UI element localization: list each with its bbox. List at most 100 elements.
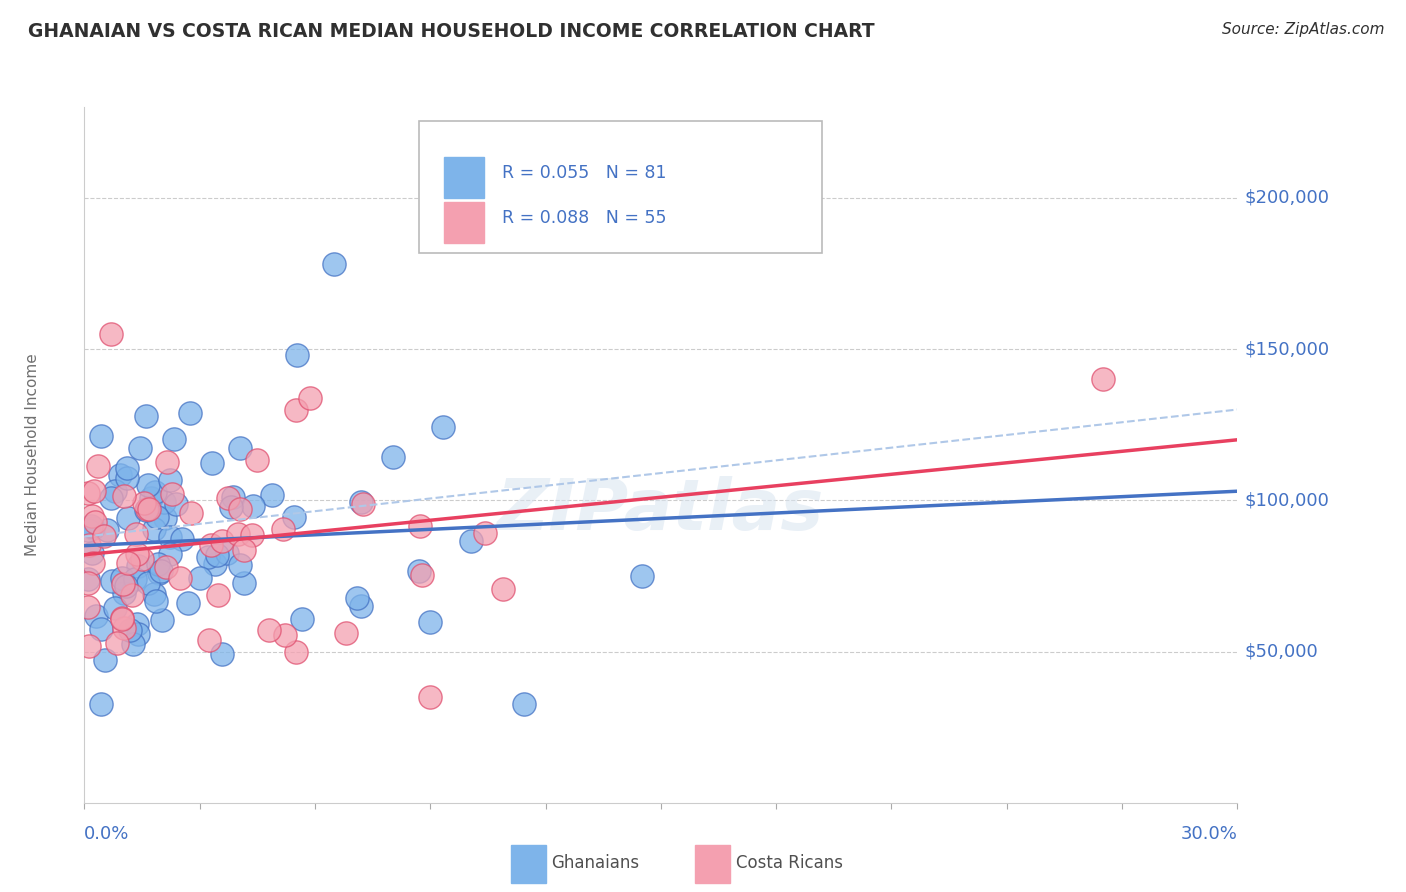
Bar <box>696 845 730 883</box>
Text: Ghanaians: Ghanaians <box>551 855 640 872</box>
Point <box>205 548 228 562</box>
Text: Source: ZipAtlas.com: Source: ZipAtlas.com <box>1222 22 1385 37</box>
Point <box>284 402 307 417</box>
Point <box>79 518 101 533</box>
Point <box>226 527 249 541</box>
Point <box>115 470 138 484</box>
Point <box>204 558 226 572</box>
Point <box>112 586 135 600</box>
Text: Median Household Income: Median Household Income <box>25 353 39 557</box>
Point <box>84 515 107 529</box>
Point <box>77 523 100 537</box>
Point <box>118 623 141 637</box>
Point <box>153 494 176 508</box>
Point <box>245 452 267 467</box>
Point <box>82 556 104 570</box>
Point <box>107 636 129 650</box>
Point <box>111 577 134 591</box>
Point <box>112 621 135 635</box>
Point <box>127 548 149 562</box>
Point <box>346 591 368 605</box>
Point <box>419 615 441 629</box>
Point <box>291 612 314 626</box>
Bar <box>510 845 546 883</box>
Point <box>169 571 191 585</box>
Point <box>122 637 145 651</box>
Point <box>240 528 263 542</box>
Point <box>136 478 159 492</box>
Point <box>77 576 100 591</box>
Point <box>630 569 652 583</box>
Point <box>121 588 143 602</box>
Point <box>139 491 162 505</box>
Point <box>460 533 482 548</box>
Point <box>110 467 132 482</box>
Point <box>179 406 201 420</box>
Point <box>411 567 433 582</box>
Point <box>180 506 202 520</box>
Point <box>229 441 252 455</box>
Point <box>283 510 305 524</box>
Point <box>104 601 127 615</box>
Point <box>77 639 100 653</box>
Point <box>111 611 134 625</box>
Point <box>156 455 179 469</box>
Point <box>1091 372 1114 386</box>
Text: ZIPatlas: ZIPatlas <box>498 476 824 545</box>
Point <box>142 587 165 601</box>
Point <box>96 523 118 537</box>
Point <box>165 497 187 511</box>
Point <box>159 531 181 545</box>
Point <box>419 690 441 704</box>
Point <box>143 485 166 500</box>
Point <box>77 486 100 500</box>
Point <box>136 501 159 516</box>
Point <box>159 473 181 487</box>
Point <box>233 542 256 557</box>
Point <box>211 534 233 549</box>
Point <box>135 409 157 423</box>
Point <box>94 652 117 666</box>
Point <box>101 574 124 588</box>
Text: $150,000: $150,000 <box>1244 340 1330 358</box>
Point <box>125 527 148 541</box>
Point <box>150 614 173 628</box>
Point <box>138 501 160 516</box>
Point <box>128 441 150 455</box>
Point <box>132 496 155 510</box>
Point <box>131 551 153 566</box>
Point <box>100 326 122 341</box>
Text: R = 0.055   N = 81: R = 0.055 N = 81 <box>502 164 666 182</box>
Point <box>114 579 136 593</box>
Point <box>229 558 252 572</box>
Point <box>190 571 212 585</box>
Point <box>513 697 536 711</box>
Point <box>350 495 373 509</box>
Point <box>198 632 221 647</box>
Point <box>162 487 184 501</box>
Point <box>159 547 181 561</box>
Point <box>146 557 169 571</box>
Point <box>492 582 515 596</box>
Point <box>135 503 157 517</box>
Point <box>257 624 280 638</box>
FancyBboxPatch shape <box>419 121 823 253</box>
Point <box>298 391 321 405</box>
Point <box>177 596 200 610</box>
Point <box>474 525 496 540</box>
Point <box>381 450 404 464</box>
Point <box>200 538 222 552</box>
Point <box>127 559 149 574</box>
Point <box>409 519 432 533</box>
Point <box>285 348 308 362</box>
Point <box>77 572 100 586</box>
Point <box>323 257 346 271</box>
Bar <box>444 157 485 198</box>
Point <box>115 461 138 475</box>
Point <box>82 521 104 535</box>
Text: $100,000: $100,000 <box>1244 491 1329 509</box>
Point <box>201 456 224 470</box>
Point <box>110 571 132 585</box>
Text: Costa Ricans: Costa Ricans <box>735 855 842 872</box>
Text: R = 0.088   N = 55: R = 0.088 N = 55 <box>502 209 666 227</box>
